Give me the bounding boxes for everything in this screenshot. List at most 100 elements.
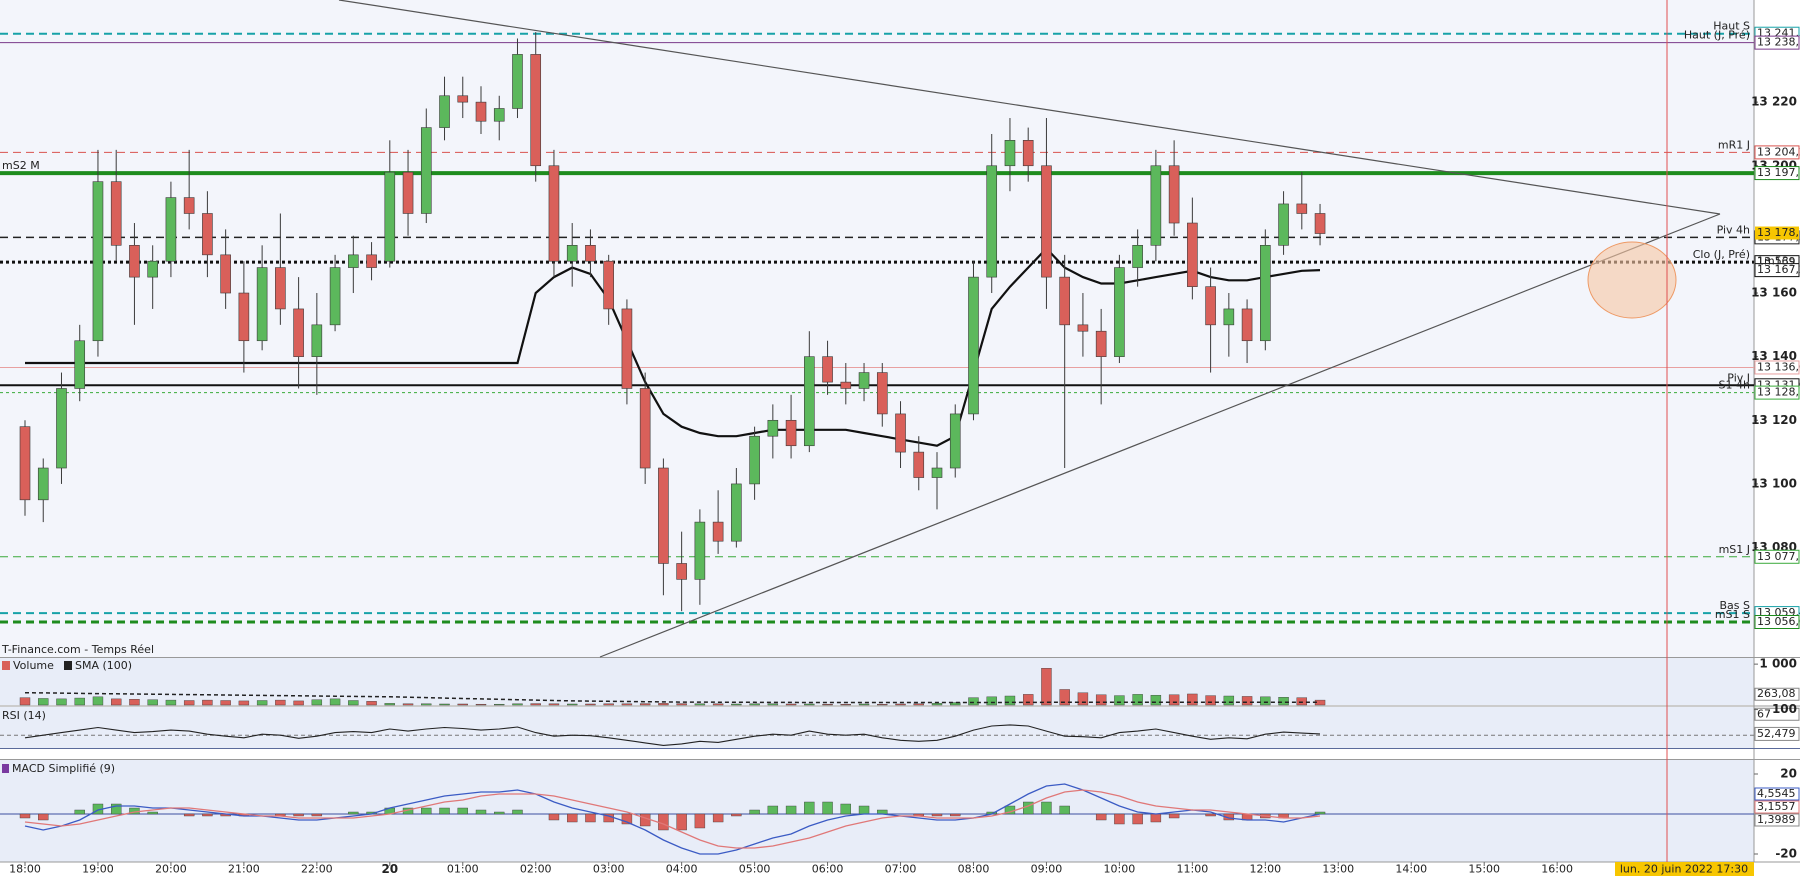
volume-bar xyxy=(1187,693,1198,706)
x-tick-label: 20:00 xyxy=(155,863,187,876)
level-value-label: 13 077,1 xyxy=(1757,550,1800,563)
candle-body xyxy=(1077,324,1089,332)
x-tick-label: 07:00 xyxy=(885,863,917,876)
macd-histogram-bar xyxy=(840,803,851,815)
candle-body xyxy=(1168,165,1180,224)
macd-histogram-bar xyxy=(475,809,487,815)
volume-bar xyxy=(129,699,140,706)
macd-histogram-bar xyxy=(731,813,742,817)
candle-body xyxy=(366,254,377,268)
candle-body xyxy=(475,101,487,122)
candle-body xyxy=(348,254,359,268)
x-tick-label: 02:00 xyxy=(520,863,552,876)
volume-bar xyxy=(858,703,870,706)
candle-body xyxy=(147,260,158,278)
volume-bar xyxy=(950,702,961,706)
macd-histogram-bar xyxy=(694,813,706,829)
macd-histogram-bar xyxy=(858,805,870,815)
x-tick-label: 04:00 xyxy=(666,863,698,876)
volume-bar xyxy=(19,697,31,706)
macd-histogram-bar xyxy=(931,813,943,817)
volume-bar xyxy=(1278,697,1289,706)
countdown: 1m53s xyxy=(1757,255,1795,268)
y-tick-label: 13 140 xyxy=(1751,349,1797,363)
y-tick-label: 20 xyxy=(1780,767,1797,781)
legend-swatch xyxy=(2,764,9,773)
volume-bar xyxy=(1059,689,1070,706)
x-tick-label: 10:00 xyxy=(1104,863,1136,876)
volume-bar xyxy=(931,703,943,706)
macd-histogram-bar xyxy=(767,805,779,815)
macd-histogram-bar xyxy=(293,813,304,817)
x-tick-label: 06:00 xyxy=(812,863,844,876)
candle-body xyxy=(1205,286,1216,326)
macd-histogram-bar xyxy=(74,809,85,815)
level-name: Haut (J, Pré) xyxy=(1684,29,1750,42)
macd-value-box xyxy=(1754,813,1800,827)
volume-bar xyxy=(785,703,797,706)
candle-body xyxy=(931,467,943,478)
x-tick-label: 18:00 xyxy=(9,863,41,876)
volume-value-label: 263,08 xyxy=(1757,687,1796,700)
candle-body xyxy=(256,267,268,342)
y-tick-label: 1 000 xyxy=(1759,657,1797,671)
candle-body xyxy=(858,372,870,389)
candle-body xyxy=(19,426,31,501)
volume-value-box xyxy=(1754,687,1800,701)
volume-bar xyxy=(384,703,395,706)
volume-bar xyxy=(1095,694,1107,706)
candle-body xyxy=(822,356,833,383)
macd-line xyxy=(24,783,1321,855)
candle-body xyxy=(1041,165,1052,278)
volume-bar xyxy=(986,696,997,706)
candle-body xyxy=(676,563,687,580)
volume-bar xyxy=(567,703,578,706)
candle-body xyxy=(37,467,49,501)
level-value-label: 13 238,7 xyxy=(1757,36,1800,49)
candle-body xyxy=(1296,203,1308,214)
level-value-label: 13 128,7 xyxy=(1757,386,1800,399)
volume-bar xyxy=(202,699,213,706)
level-name: Piv 4h xyxy=(1717,223,1750,236)
volume-bar xyxy=(1223,695,1235,706)
level-name: mS1 S xyxy=(1715,608,1750,621)
level-value-label-box xyxy=(1754,360,1800,375)
candle-body xyxy=(493,108,505,122)
macd-histogram-bar xyxy=(202,813,213,817)
candle-body xyxy=(658,467,669,564)
macd-value-box xyxy=(1754,800,1800,814)
macd-histogram-bar xyxy=(1168,813,1180,819)
candle-body xyxy=(585,245,596,262)
level-value-label-box xyxy=(1754,549,1800,564)
volume-bar xyxy=(110,698,122,706)
macd-histogram-bar xyxy=(439,807,450,815)
candle-body xyxy=(712,521,724,542)
y-tick-label: 13 120 xyxy=(1751,413,1797,427)
legend-label: Volume xyxy=(13,659,54,672)
candle-body xyxy=(1278,203,1289,246)
candle-body xyxy=(220,254,231,294)
volume-bar xyxy=(749,703,760,706)
volume-bar xyxy=(421,703,432,706)
candle-body xyxy=(1004,140,1016,167)
level-value-label: 13 197,7 xyxy=(1757,166,1800,179)
macd-histogram-bar xyxy=(38,813,49,821)
volume-bar xyxy=(1150,694,1162,706)
candle-body xyxy=(1260,245,1271,342)
candle-body xyxy=(949,413,961,469)
level-name: Bas S xyxy=(1720,599,1751,612)
candle-body xyxy=(840,381,852,389)
candle-body xyxy=(694,521,706,580)
macd-histogram-bar xyxy=(676,813,687,831)
volume-bar xyxy=(658,703,669,706)
volume-bar xyxy=(220,700,231,706)
candle-body xyxy=(165,197,177,262)
macd-histogram-bar xyxy=(621,813,633,825)
macd-histogram-bar xyxy=(1205,813,1216,817)
x-tick-label: 14:00 xyxy=(1395,863,1427,876)
volume-bar xyxy=(585,703,596,706)
volume-panel xyxy=(0,658,1754,705)
macd-histogram-bar xyxy=(512,809,523,815)
candle-body xyxy=(767,419,779,437)
